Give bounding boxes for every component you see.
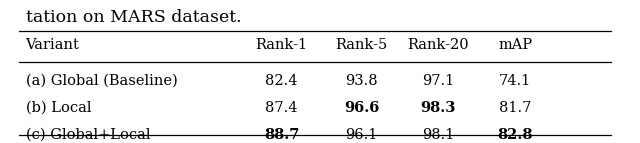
Text: 74.1: 74.1	[499, 74, 531, 88]
Text: 82.8: 82.8	[497, 128, 533, 142]
Text: 93.8: 93.8	[346, 74, 378, 88]
Text: 97.1: 97.1	[422, 74, 454, 88]
Text: (b) Local: (b) Local	[26, 101, 91, 115]
Text: Rank-5: Rank-5	[335, 38, 388, 52]
Text: 87.4: 87.4	[266, 101, 298, 115]
Text: (c) Global+Local: (c) Global+Local	[26, 128, 150, 142]
Text: Rank-20: Rank-20	[408, 38, 469, 52]
Text: 96.1: 96.1	[346, 128, 378, 142]
Text: mAP: mAP	[498, 38, 532, 52]
Text: 96.6: 96.6	[344, 101, 380, 115]
Text: tation on MARS dataset.: tation on MARS dataset.	[26, 9, 241, 26]
Text: 98.3: 98.3	[420, 101, 456, 115]
Text: Rank-1: Rank-1	[255, 38, 308, 52]
Text: 98.1: 98.1	[422, 128, 454, 142]
Text: 82.4: 82.4	[266, 74, 298, 88]
Text: 88.7: 88.7	[264, 128, 300, 142]
Text: 81.7: 81.7	[499, 101, 531, 115]
Text: (a) Global (Baseline): (a) Global (Baseline)	[26, 74, 177, 88]
Text: Variant: Variant	[26, 38, 79, 52]
